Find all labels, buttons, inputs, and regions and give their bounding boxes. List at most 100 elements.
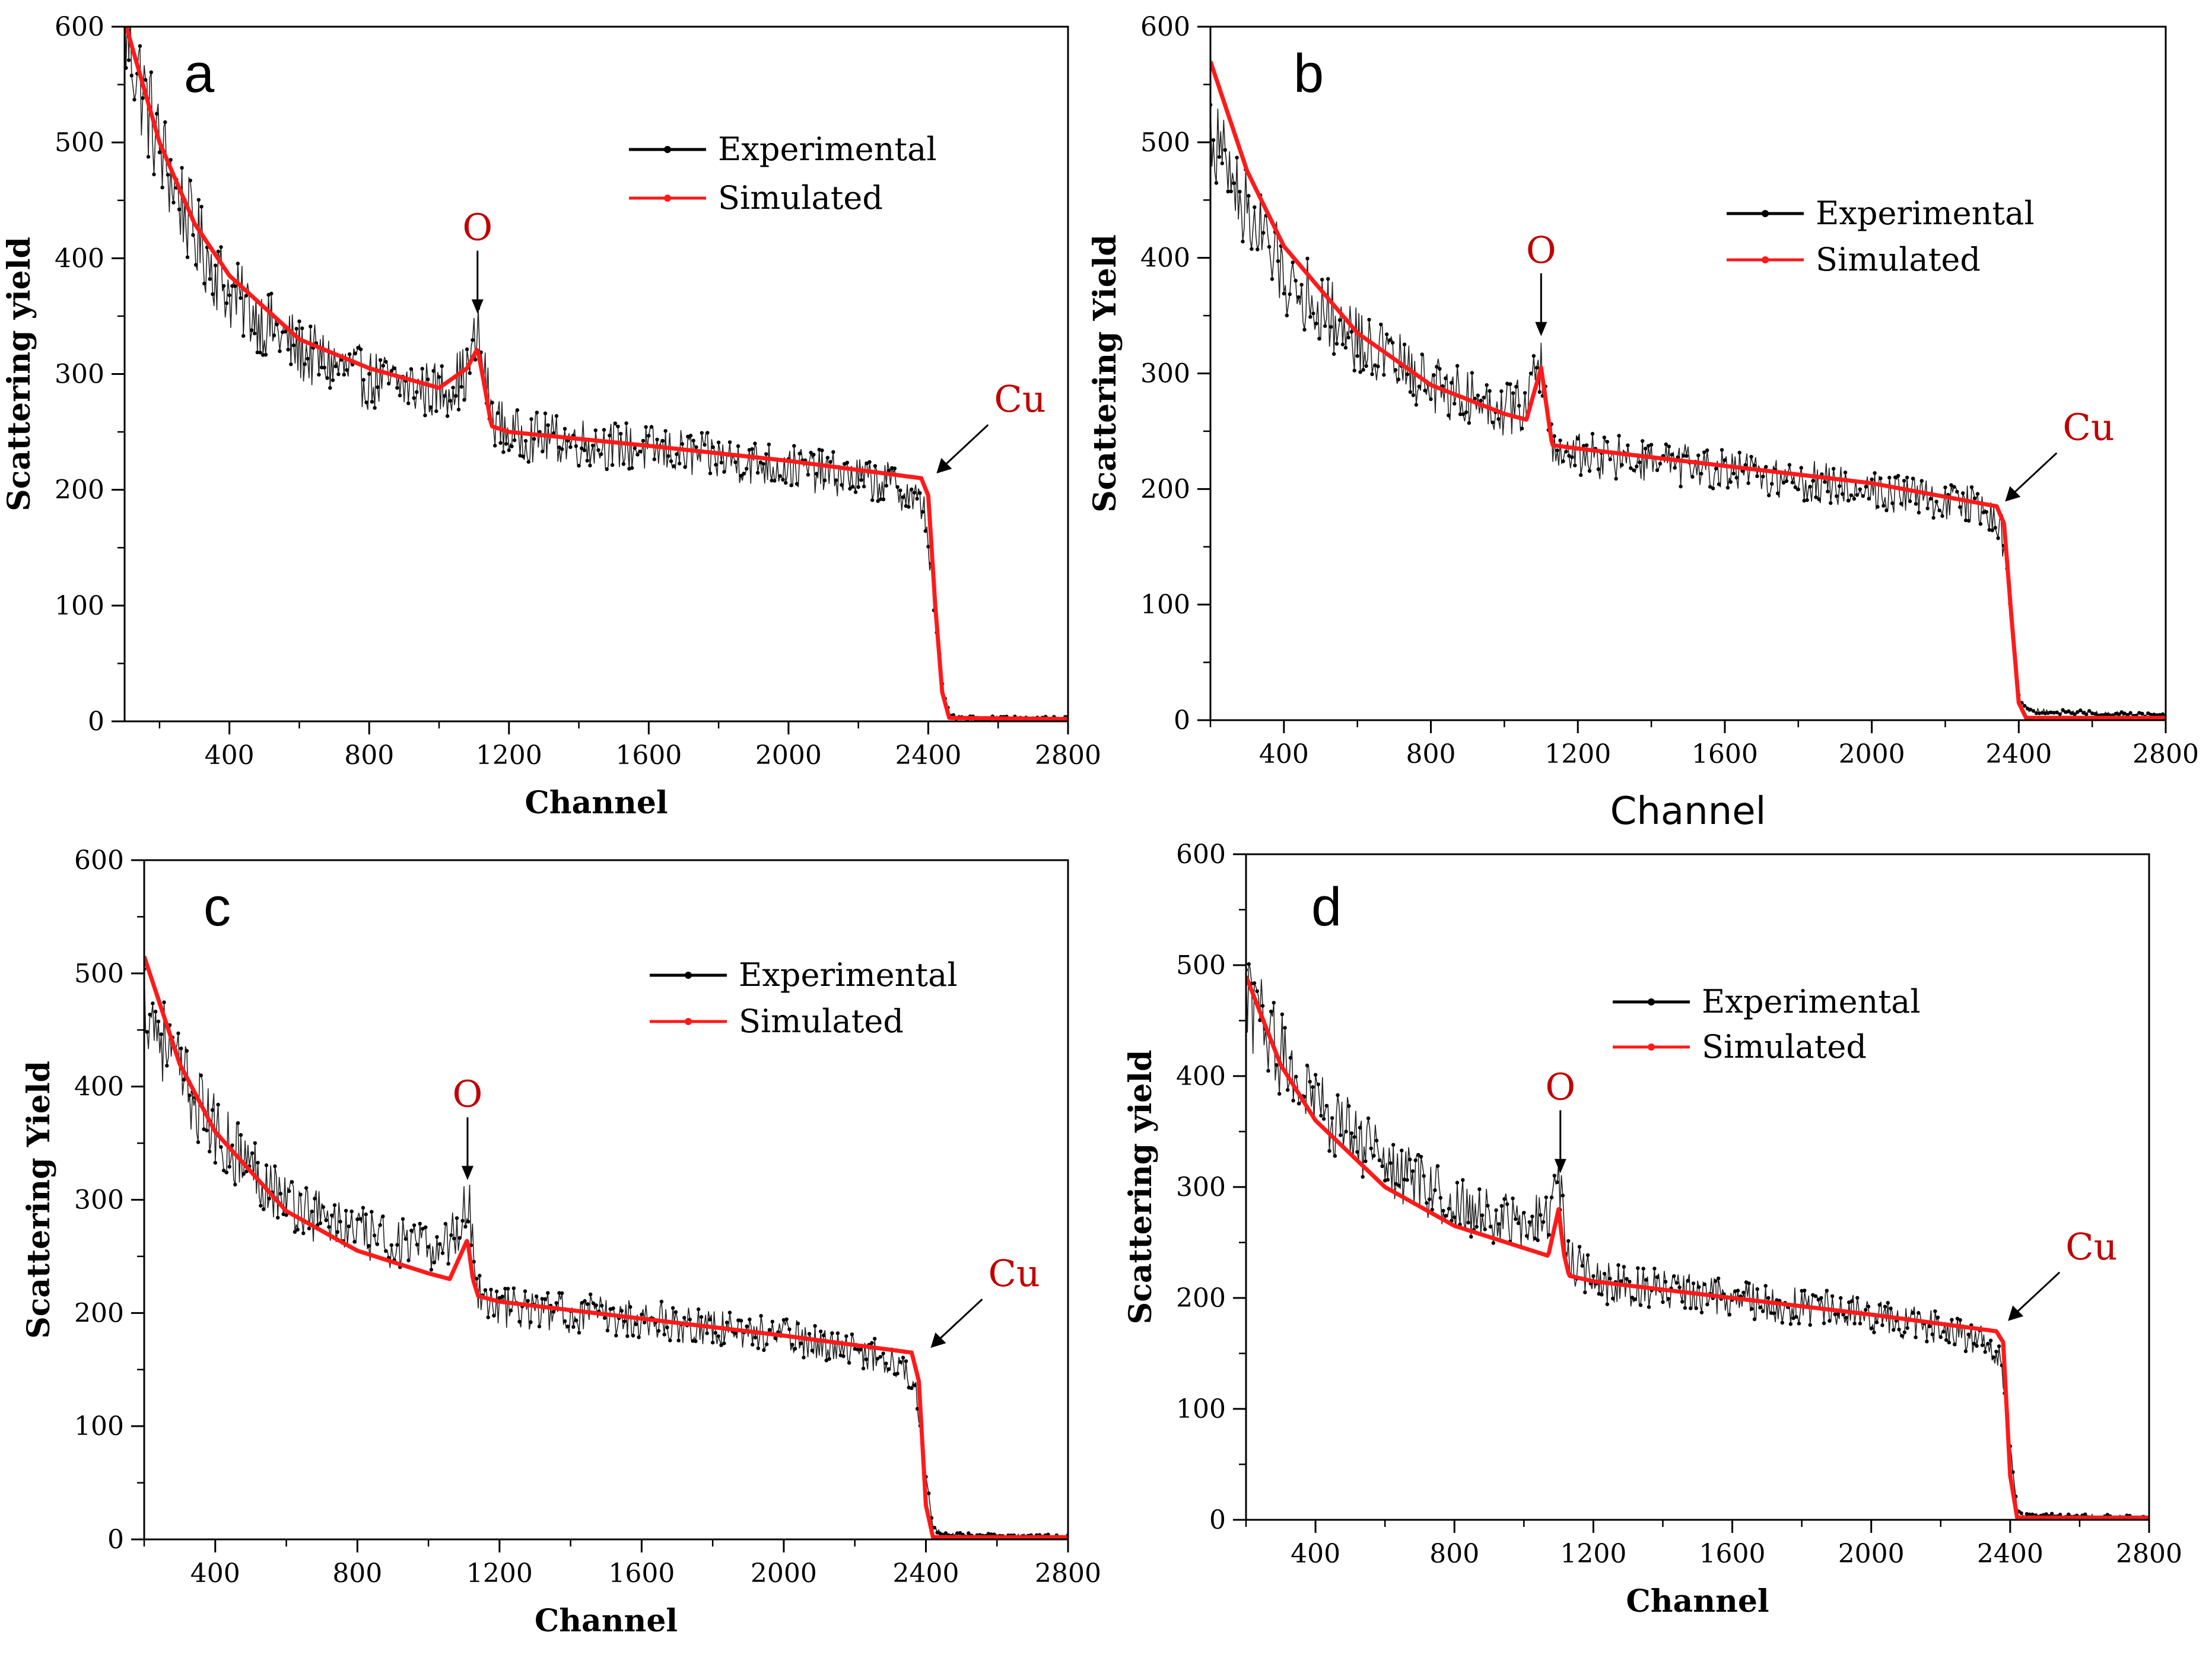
experimental-point — [1941, 1329, 1946, 1334]
experimental-point — [535, 411, 539, 415]
experimental-point — [1488, 389, 1492, 393]
experimental-point — [338, 1220, 342, 1224]
experimental-point — [1816, 1297, 1820, 1302]
experimental-point — [678, 462, 682, 466]
experimental-point — [224, 1170, 229, 1175]
experimental-point — [501, 450, 506, 454]
experimental-point — [532, 437, 536, 441]
experimental-point — [162, 1000, 166, 1004]
experimental-point — [1488, 1224, 1493, 1229]
x-tick-label: 2000 — [755, 740, 822, 771]
experimental-point — [870, 1341, 874, 1345]
experimental-point — [2028, 708, 2033, 712]
experimental-point — [927, 1491, 931, 1495]
legend-entry: Experimental — [1702, 983, 1921, 1020]
y-tick-label: 600 — [74, 845, 124, 876]
experimental-point — [673, 1310, 678, 1314]
experimental-point — [1672, 1274, 1676, 1278]
annotation-arrowhead — [2005, 486, 2021, 502]
experimental-point — [428, 405, 433, 409]
experimental-point — [155, 112, 159, 116]
experimental-point — [856, 485, 860, 489]
experimental-point — [152, 172, 156, 177]
experimental-point — [2040, 711, 2045, 715]
experimental-point — [1361, 368, 1365, 372]
experimental-point — [1679, 484, 1683, 489]
experimental-point — [1324, 1103, 1329, 1108]
experimental-point — [810, 1348, 815, 1353]
y-tick-label: 300 — [55, 359, 104, 390]
experimental-point — [1822, 1321, 1826, 1325]
experimental-point — [1272, 1001, 1276, 1005]
experimental-point — [1990, 528, 1994, 533]
y-axis: 0 100 200 300 400 500 600 — [55, 12, 125, 737]
experimental-point — [176, 1031, 180, 1036]
experimental-point — [884, 483, 889, 488]
experimental-point — [258, 351, 262, 355]
experimental-point — [1616, 1263, 1620, 1267]
experimental-point — [1769, 1311, 1774, 1315]
experimental-point — [2049, 710, 2053, 715]
experimental-point — [920, 510, 925, 514]
experimental-point — [845, 460, 850, 464]
experimental-point — [455, 1216, 459, 1220]
experimental-point — [943, 1531, 948, 1535]
experimental-point — [1925, 506, 1930, 511]
experimental-point — [1520, 427, 1524, 431]
experimental-point — [1321, 1117, 1326, 1121]
experimental-point — [2114, 711, 2118, 716]
experimental-point — [434, 409, 438, 413]
experimental-point — [208, 277, 212, 281]
experimental-point — [233, 284, 237, 288]
x-tick-label: 800 — [332, 1558, 382, 1589]
experimental-point — [621, 462, 626, 466]
experimental-point — [1770, 482, 1774, 486]
experimental-point — [825, 456, 830, 460]
experimental-point — [828, 460, 832, 464]
experimental-point — [1905, 1326, 1909, 1330]
experimental-point — [289, 362, 293, 367]
experimental-point — [904, 1359, 908, 1363]
experimental-point — [465, 347, 469, 351]
experimental-point — [211, 292, 215, 297]
experimental-point — [540, 1297, 544, 1301]
experimental-point — [1247, 193, 1251, 198]
x-tick-label: 2800 — [1035, 1558, 1101, 1589]
experimental-point — [879, 497, 883, 501]
experimental-point — [634, 1322, 638, 1326]
experimental-point — [742, 472, 746, 476]
experimental-point — [1961, 491, 1965, 495]
experimental-point — [1905, 475, 1909, 480]
experimental-point — [1477, 1187, 1482, 1191]
experimental-point — [716, 1334, 720, 1338]
experimental-point — [330, 378, 335, 383]
experimental-point — [761, 462, 765, 466]
experimental-point — [517, 1319, 522, 1324]
experimental-point — [1544, 1195, 1548, 1199]
experimental-point — [415, 390, 419, 394]
experimental-point — [640, 1312, 644, 1317]
x-tick-label: 1200 — [1560, 1539, 1626, 1569]
experimental-point — [2067, 709, 2071, 714]
experimental-point — [1433, 1188, 1437, 1192]
experimental-point — [670, 1306, 675, 1310]
legend: Experimental Simulated — [629, 131, 937, 217]
experimental-point — [446, 1262, 450, 1266]
legend-swatch-marker — [1762, 256, 1769, 263]
experimental-point — [262, 1207, 266, 1211]
experimental-point — [1664, 442, 1668, 447]
experimental-point — [1241, 239, 1245, 244]
experimental-points — [125, 44, 1068, 721]
experimental-point — [1366, 1116, 1371, 1121]
experimental-point — [767, 443, 771, 447]
experimental-point — [2093, 712, 2097, 716]
experimental-point — [736, 444, 740, 448]
experimental-point — [1339, 1133, 1343, 1137]
experimental-point — [838, 1353, 843, 1357]
experimental-point — [1319, 1113, 1323, 1118]
experimental-point — [1410, 1169, 1415, 1173]
legend-swatch-marker — [685, 1018, 692, 1025]
experimental-point — [1900, 1334, 1904, 1338]
experimental-point — [1508, 382, 1512, 386]
experimental-point — [1388, 1161, 1393, 1165]
